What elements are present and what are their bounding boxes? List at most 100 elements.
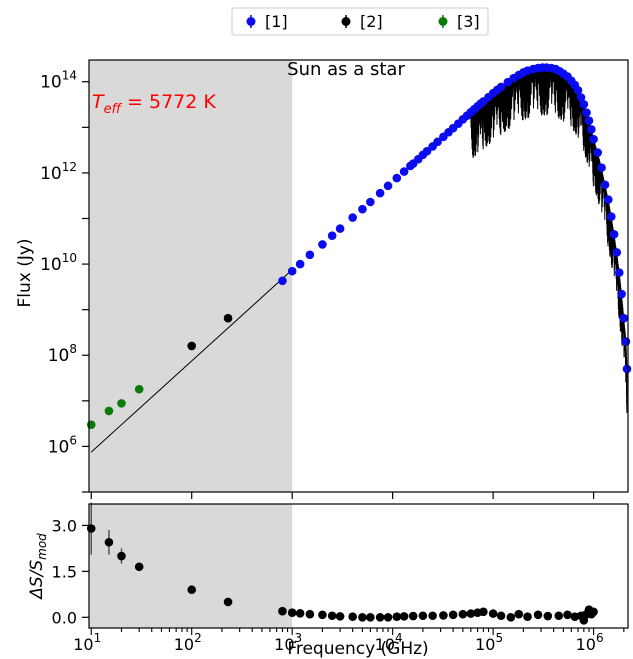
residual-point-44: [589, 607, 598, 617]
data-point-series-1-57: [587, 125, 596, 134]
data-point-series-1-4: [318, 240, 327, 249]
data-point-series-1-11: [383, 181, 393, 191]
residual-point-30: [496, 611, 506, 621]
residual-point-7: [287, 608, 297, 617]
data-point-series-1-63: [606, 212, 616, 221]
residual-point-24: [448, 610, 458, 620]
residual-point-16: [375, 612, 385, 622]
residual-point-28: [479, 607, 488, 617]
chart-title: Sun as a star: [287, 59, 405, 80]
model-spectrum-line: [470, 67, 628, 413]
data-point-series-3-2: [117, 399, 126, 408]
top-y-tick-label: 1010: [40, 251, 77, 275]
bottom-x-tick-label: 105: [475, 631, 503, 654]
residual-point-17: [383, 612, 393, 622]
residual-point-2: [117, 551, 126, 561]
residual-point-1: [104, 537, 114, 547]
data-point-series-1-20: [433, 137, 442, 147]
residual-point-37: [563, 610, 572, 620]
data-point-series-1-9: [366, 197, 375, 207]
top-shaded-region: [89, 60, 293, 492]
data-point-series-1-3: [305, 250, 315, 260]
data-point-series-1-67: [617, 289, 626, 299]
top-y-tick-label: 1012: [40, 160, 77, 184]
data-point-series-1-6: [335, 224, 345, 233]
bottom-y-label-prefix: ΔS/S: [27, 560, 47, 601]
teff-symbol: T: [92, 91, 105, 113]
residual-point-36: [554, 611, 564, 621]
top-y-tick-label: 1014: [40, 69, 77, 93]
residual-point-34: [533, 610, 543, 620]
bottom-panel: 0.0 1.5 3.0 101 102 103 104 105 106 ΔS/Smod Fre…: [27, 502, 629, 659]
bottom-x-tick-label: 102: [174, 631, 202, 654]
teff-value: = 5772 K: [121, 91, 216, 113]
legend-marker-3: [438, 17, 448, 26]
residual-point-32: [514, 609, 524, 619]
residual-point-6: [278, 606, 287, 616]
data-point-series-1-68: [619, 313, 629, 323]
residual-point-12: [335, 612, 345, 621]
bottom-x-tick-label: 104: [375, 631, 403, 654]
data-point-series-1-66: [614, 268, 624, 277]
residual-point-4: [187, 585, 197, 595]
data-point-series-1-69: [621, 337, 631, 346]
model-line: [90, 269, 293, 453]
residual-point-31: [506, 612, 516, 622]
top-y-axis-label: Flux (Jy): [15, 238, 35, 307]
legend-entry-3: [3]: [438, 12, 480, 31]
legend-frame: [231, 7, 489, 36]
residual-point-25: [458, 609, 468, 619]
data-point-series-3-0: [86, 420, 96, 429]
residual-point-9: [305, 609, 315, 619]
residual-point-19: [399, 612, 409, 621]
bottom-shaded-region: [89, 504, 293, 628]
legend-label-2: [2]: [360, 12, 383, 31]
data-point-series-1-5: [327, 231, 337, 240]
residual-point-33: [523, 612, 532, 621]
data-point-series-1-64: [609, 230, 619, 239]
data-point-series-1-56: [584, 116, 594, 125]
data-point-series-1-62: [603, 195, 613, 204]
legend-entry-2: [2]: [341, 12, 383, 31]
bottom-y-axis-label: ΔS/Smod: [27, 533, 49, 601]
data-point-series-1-53: [576, 93, 586, 102]
data-point-series-2-0: [187, 341, 197, 351]
bottom-y-tick-label: 3.0: [52, 516, 77, 535]
bottom-x-tick-label: 101: [73, 631, 101, 654]
data-point-series-1-0: [278, 276, 287, 286]
data-point-series-1-10: [375, 188, 385, 198]
data-point-series-3-1: [104, 406, 114, 416]
bottom-y-tick-label: 1.5: [52, 562, 77, 581]
residual-point-5: [223, 597, 233, 607]
bottom-x-tick-label: 106: [576, 631, 604, 654]
data-point-series-1-2: [295, 259, 305, 269]
data-point-series-1-35: [496, 82, 506, 92]
bottom-y-label-subscript: mod: [35, 533, 49, 560]
legend-entry-1: [1]: [246, 12, 288, 31]
data-point-series-1-13: [399, 167, 409, 176]
data-point-series-1-54: [579, 100, 589, 109]
residual-point-26: [466, 609, 476, 618]
data-point-series-1-8: [358, 204, 367, 214]
bottom-y-tick-label: 0.0: [52, 608, 77, 627]
top-y-tick-label: 108: [48, 342, 77, 366]
bottom-x-tick-label: 103: [274, 631, 302, 654]
legend-label-1: [1]: [265, 12, 288, 31]
residual-point-21: [418, 611, 428, 621]
teff-subscript: eff: [104, 102, 123, 117]
residual-point-11: [327, 611, 337, 621]
legend-label-3: [3]: [457, 12, 480, 31]
top-x-ticks: [90, 492, 595, 499]
data-point-series-2-1: [223, 313, 233, 323]
data-point-series-1-60: [597, 163, 606, 173]
data-point-series-1-58: [589, 134, 598, 144]
model-powerlaw-line: [90, 269, 293, 453]
residual-point-3: [134, 562, 144, 572]
data-point-series-1-1: [287, 266, 297, 276]
residual-point-29: [488, 609, 498, 618]
residual-point-8: [295, 609, 305, 618]
data-point-series-1-12: [392, 173, 402, 183]
legend-marker-1: [246, 17, 256, 26]
residual-point-13: [348, 612, 357, 621]
